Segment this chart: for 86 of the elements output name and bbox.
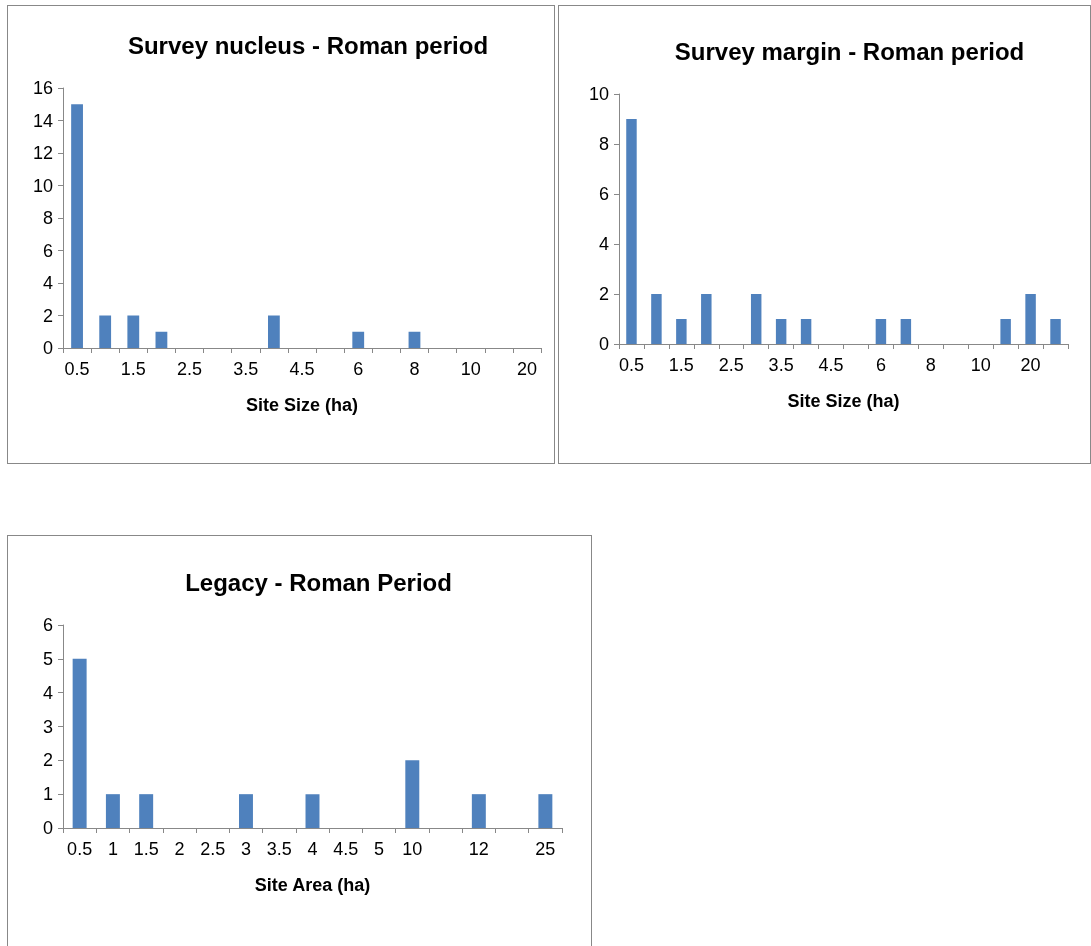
x-tick-label: 2: [174, 839, 185, 859]
y-tick-label: 16: [32, 78, 53, 98]
x-tick-label: 2.5: [200, 839, 226, 859]
x-tick-label: 25: [535, 839, 556, 859]
x-tick-label: 3.5: [266, 839, 292, 859]
bar: [408, 331, 421, 348]
chart-title: Survey margin - Roman period: [674, 37, 1025, 65]
x-tick-label: 0.5: [67, 839, 93, 859]
x-tick-label: 8: [409, 359, 420, 379]
bar: [651, 294, 662, 344]
bar: [238, 794, 253, 828]
bar: [155, 331, 168, 348]
y-tick-label: 12: [32, 143, 53, 163]
bar: [1000, 319, 1011, 344]
bar: [139, 794, 154, 828]
chart-title: Legacy - Roman Period: [185, 568, 452, 596]
bar: [875, 319, 887, 344]
x-tick-label: 20: [516, 359, 537, 379]
y-tick-label: 2: [598, 284, 609, 304]
x-tick-label: 1: [107, 839, 118, 859]
x-tick-label: 12: [468, 839, 489, 859]
y-tick-label: 14: [32, 110, 53, 131]
x-tick-label: 1.5: [133, 839, 159, 859]
x-axis-title: Site Size (ha): [245, 395, 359, 415]
y-tick-label: 0: [42, 818, 53, 838]
y-tick-label: 8: [598, 134, 609, 154]
x-tick-label: 10: [402, 839, 423, 859]
x-tick-label: 6: [875, 355, 886, 375]
x-tick-label: 6: [353, 359, 364, 379]
bar: [352, 331, 365, 348]
bar: [99, 315, 112, 348]
x-tick-label: 3.5: [768, 355, 794, 375]
y-tick-label: 0: [598, 334, 609, 354]
y-tick-label: 2: [42, 305, 53, 326]
x-tick-label: 10: [970, 355, 991, 375]
x-tick-label: 4.5: [818, 355, 844, 375]
bar: [775, 319, 787, 344]
y-tick-label: 8: [42, 208, 53, 228]
x-tick-label: 1.5: [120, 359, 146, 379]
bar: [538, 794, 553, 828]
y-tick-label: 1: [42, 784, 53, 805]
x-tick-label: 2.5: [177, 359, 203, 379]
x-tick-label: 4: [307, 839, 318, 859]
y-tick-label: 10: [32, 175, 53, 196]
bar: [800, 319, 812, 344]
x-tick-label: 4.5: [333, 839, 359, 859]
x-tick-label: 1.5: [668, 355, 694, 375]
y-tick-label: 4: [598, 234, 609, 254]
x-tick-label: 3: [240, 839, 251, 859]
x-tick-label: 4.5: [289, 359, 315, 379]
y-tick-label: 4: [42, 273, 53, 293]
x-tick-label: 20: [1020, 355, 1041, 375]
bar: [471, 794, 486, 828]
bar: [676, 319, 687, 344]
bar: [1025, 294, 1036, 344]
bar: [405, 760, 420, 828]
x-axis-title: Site Size (ha): [787, 391, 900, 411]
bar: [105, 794, 120, 828]
x-axis-title: Site Area (ha): [254, 875, 371, 895]
bar: [701, 294, 712, 344]
y-tick-label: 4: [42, 682, 53, 703]
bar: [900, 319, 912, 344]
bar: [305, 794, 320, 828]
x-tick-label: 0.5: [64, 359, 90, 379]
y-tick-label: 2: [42, 750, 53, 771]
bar: [750, 294, 762, 344]
x-tick-label: 0.5: [618, 355, 644, 375]
y-tick-label: 0: [42, 338, 53, 358]
bar: [1050, 319, 1061, 344]
y-tick-label: 6: [42, 615, 53, 635]
y-tick-label: 3: [42, 716, 53, 737]
x-tick-label: 3.5: [233, 359, 259, 379]
bar: [626, 119, 637, 344]
bar: [267, 315, 280, 348]
y-tick-label: 6: [598, 184, 609, 204]
x-tick-label: 2.5: [718, 355, 744, 375]
bar: [127, 315, 140, 348]
y-tick-label: 10: [588, 84, 609, 104]
chart-title: Survey nucleus - Roman period: [127, 31, 489, 59]
y-tick-label: 5: [42, 648, 53, 669]
x-tick-label: 8: [925, 355, 936, 375]
bar: [72, 658, 87, 828]
x-tick-label: 10: [460, 359, 481, 379]
bar: [71, 104, 83, 348]
x-tick-label: 5: [374, 839, 385, 859]
y-tick-label: 6: [42, 240, 53, 261]
